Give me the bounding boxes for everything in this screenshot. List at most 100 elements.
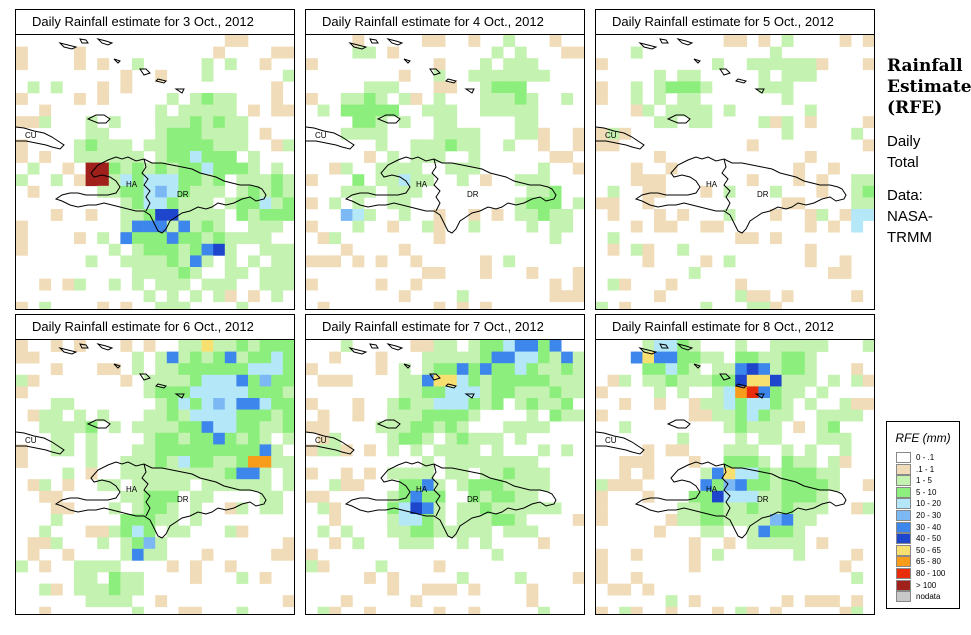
rainfall-cell — [340, 595, 353, 608]
rainfall-cell — [514, 490, 527, 503]
rainfall-cell — [572, 197, 584, 210]
rainfall-cell — [746, 301, 759, 309]
rainfall-cell — [433, 525, 446, 538]
rainfall-cell — [50, 537, 63, 550]
rainfall-cell — [271, 255, 284, 268]
country-label: HA — [126, 485, 138, 494]
rainfall-cell — [166, 174, 179, 187]
rainfall-cell — [804, 351, 817, 364]
rainfall-cell — [271, 340, 284, 352]
rainfall-cell — [596, 409, 608, 422]
rainfall-cell — [364, 127, 376, 140]
rainfall-cell — [155, 232, 168, 245]
country-label: DR — [757, 190, 769, 199]
rainfall-cell — [456, 456, 469, 468]
rainfall-cell — [468, 606, 481, 614]
rainfall-cell — [85, 421, 98, 434]
rainfall-cell — [178, 340, 191, 352]
rainfall-cell — [190, 185, 202, 198]
rainfall-cell — [201, 197, 214, 210]
legend-item: 80 - 100 — [896, 568, 958, 579]
rainfall-cell — [132, 467, 144, 480]
rainfall-cell — [735, 386, 748, 399]
rainfall-cell — [27, 81, 40, 94]
rainfall-cell — [201, 127, 214, 140]
rainfall-cell — [85, 572, 98, 584]
rainfall-cell — [770, 479, 782, 492]
rainfall-cell — [677, 386, 690, 399]
rainfall-cell — [387, 174, 400, 187]
rainfall-cell — [410, 278, 423, 291]
legend-swatch — [896, 533, 911, 545]
rainfall-cell — [143, 162, 156, 175]
rainfall-cell — [166, 209, 179, 221]
rainfall-cell — [688, 363, 701, 376]
rainfall-cell — [364, 93, 376, 105]
rainfall-cell — [190, 351, 202, 364]
rainfall-cell — [155, 151, 168, 163]
rainfall-cell — [155, 116, 168, 129]
rainfall-cell — [654, 174, 666, 187]
rainfall-cell — [364, 151, 376, 163]
rainfall-cell — [816, 490, 829, 503]
rainfall-cell — [735, 502, 748, 515]
rainfall-cell — [132, 220, 144, 233]
rainfall-cell — [39, 583, 52, 596]
rainfall-cell — [781, 290, 794, 303]
rainfall-cell — [132, 197, 144, 210]
rainfall-cell — [201, 548, 214, 561]
rainfall-cell — [340, 374, 353, 387]
rainfall-cell — [387, 220, 400, 233]
rainfall-cell — [793, 537, 806, 550]
rainfall-cell — [700, 351, 713, 364]
rainfall-cell — [445, 409, 458, 422]
rainfall-cell — [816, 595, 829, 608]
rainfall-cell — [306, 467, 318, 480]
rainfall-cell — [271, 548, 284, 561]
rainfall-cell — [468, 374, 481, 387]
rainfall-cell — [503, 255, 516, 268]
legend-item: > 100 — [896, 579, 958, 591]
rainfall-cell — [677, 432, 690, 445]
rainfall-cell — [387, 151, 400, 163]
rainfall-cell — [433, 267, 446, 279]
rainfall-cell — [468, 502, 481, 515]
legend-label: 50 - 65 — [916, 545, 941, 555]
rainfall-cell — [271, 421, 284, 434]
rainfall-cell — [271, 374, 284, 387]
rainfall-cell — [433, 104, 446, 117]
rainfall-cell — [16, 444, 28, 457]
rainfall-cell — [480, 467, 492, 480]
rainfall-cell — [201, 93, 214, 105]
rainfall-cell — [224, 127, 237, 140]
rainfall-cell — [503, 340, 516, 352]
rainfall-cell — [236, 456, 249, 468]
rainfall-cell — [514, 104, 527, 117]
rainfall-cell — [190, 374, 202, 387]
rainfall-cell — [445, 583, 458, 596]
rainfall-cell — [155, 278, 168, 291]
rainfall-cell — [50, 490, 63, 503]
rainfall-cell — [677, 363, 690, 376]
rainfall-cell — [271, 444, 284, 457]
rainfall-cell — [793, 514, 806, 526]
rainfall-cell — [758, 421, 771, 434]
rainfall-cell — [62, 502, 75, 515]
rainfall-cell — [62, 278, 75, 291]
rainfall-cell — [538, 363, 550, 376]
rainfall-cell — [735, 35, 748, 47]
rainfall-cell — [271, 278, 284, 291]
rainfall-cell — [74, 409, 86, 422]
rainfall-cell — [422, 351, 434, 364]
rainfall-cell — [97, 127, 110, 140]
rainfall-cell — [282, 363, 294, 376]
rainfall-cell — [654, 351, 666, 364]
rainfall-cell — [352, 197, 365, 210]
rainfall-cell — [201, 116, 214, 129]
rainfall-cell — [433, 127, 446, 140]
rainfall-cell — [758, 35, 771, 47]
rainfall-cell — [190, 255, 202, 268]
rainfall-cell — [514, 467, 527, 480]
rainfall-cell — [630, 243, 643, 256]
rainfall-cell — [456, 290, 469, 303]
